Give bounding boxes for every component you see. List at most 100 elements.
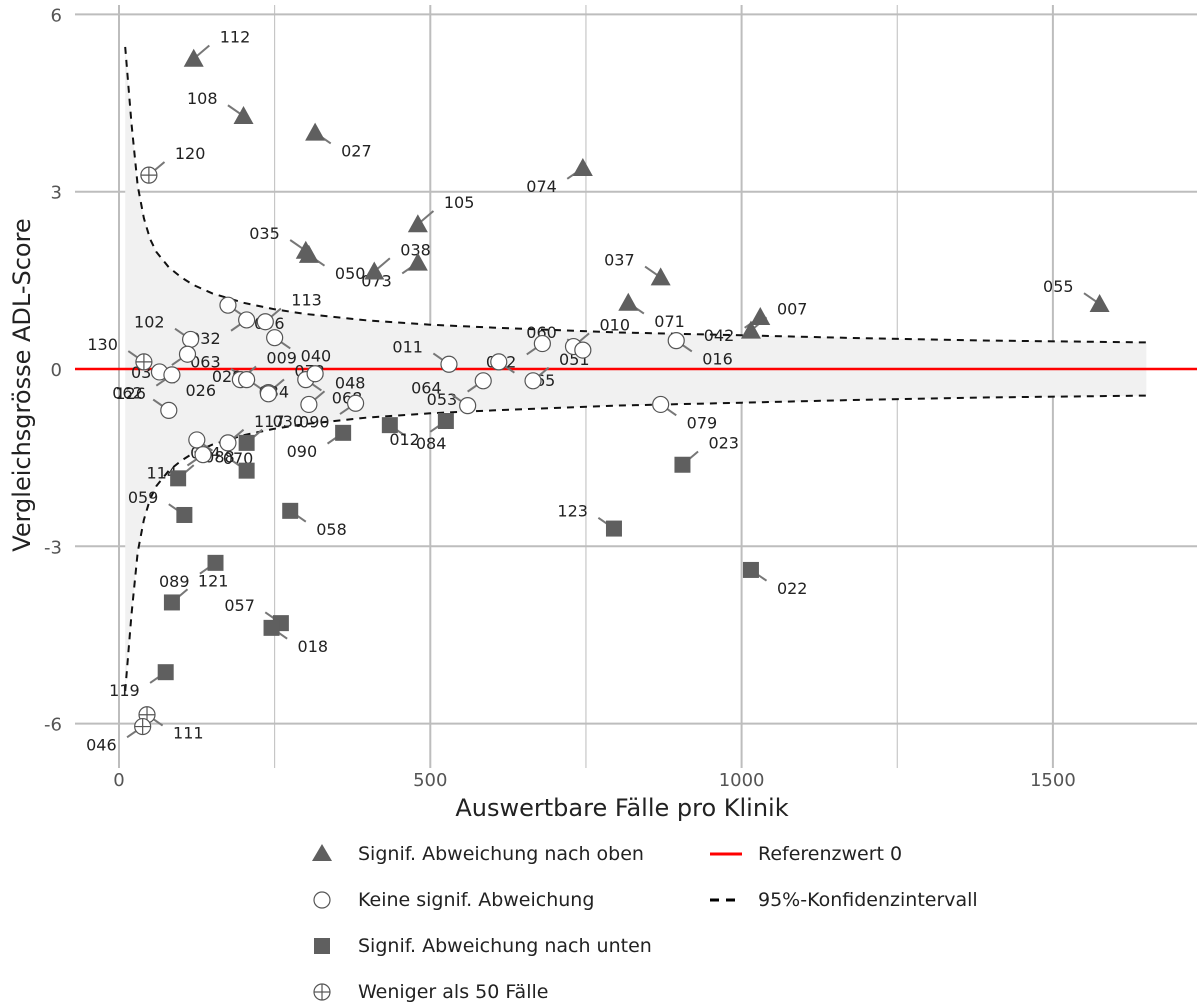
point-labels: 1121080270741050350500730380370710420070… — [86, 28, 1101, 755]
point-circle-082 — [533, 334, 551, 353]
point-label-063: 063 — [190, 353, 221, 372]
y-axis-ticks: -6 -3 0 3 6 — [44, 5, 62, 735]
point-label-022: 022 — [777, 579, 808, 598]
point-label-120: 120 — [175, 144, 206, 163]
point-label-123: 123 — [557, 502, 588, 521]
point-circle-048 — [300, 395, 318, 414]
point-triangle-038 — [364, 261, 385, 280]
point-circle-114 — [194, 446, 212, 464]
point-label-112: 112 — [220, 28, 251, 47]
point-circle-064 — [459, 397, 477, 415]
point-label-062: 062 — [112, 383, 143, 402]
point-triangle-050 — [298, 244, 319, 263]
point-label-038: 038 — [400, 240, 431, 259]
point-square-121 — [163, 594, 180, 611]
point-circle-053 — [474, 372, 492, 390]
y-tick-label: 6 — [51, 5, 62, 26]
legend-label-few: Weniger als 50 Fälle — [358, 981, 549, 1003]
point-label-121: 121 — [198, 571, 229, 590]
point-square-030 — [238, 434, 255, 451]
point-label-079: 079 — [687, 413, 718, 432]
point-circle-096 — [219, 296, 237, 314]
point-circle-063 — [238, 371, 256, 389]
point-label-126: 126 — [115, 384, 146, 403]
point-circle-126 — [163, 366, 181, 384]
point-circle-036 — [178, 345, 197, 363]
point-label-050: 050 — [335, 264, 366, 283]
ci-lower-line — [124, 394, 1147, 692]
point-circle-065 — [490, 353, 508, 371]
point-square-023 — [674, 456, 691, 473]
point-square-119 — [157, 664, 174, 681]
point-label-011: 011 — [392, 337, 423, 356]
point-triangle-055 — [1089, 293, 1110, 312]
point-label-037: 037 — [604, 250, 635, 269]
point-circle-060 — [574, 341, 592, 359]
data-points — [134, 48, 1110, 736]
point-label-117: 117 — [254, 412, 285, 431]
point-circle-051 — [524, 372, 542, 390]
point-label-114: 114 — [147, 464, 178, 483]
point-label-089: 089 — [159, 572, 190, 591]
point-triangle-112 — [183, 48, 204, 67]
point-circle-062 — [160, 401, 178, 419]
point-label-026: 026 — [185, 381, 216, 400]
point-triangle-037 — [650, 267, 671, 286]
point-label-057: 057 — [224, 596, 255, 615]
point-circle-034 — [306, 365, 324, 383]
point-square-058 — [282, 502, 299, 519]
point-label-074: 074 — [526, 177, 557, 196]
point-triangle-105 — [407, 214, 428, 233]
point-label-084: 084 — [416, 434, 447, 453]
point-circle-090 — [346, 394, 365, 412]
point-square-123 — [605, 520, 622, 537]
point-label-016: 016 — [702, 350, 733, 369]
x-axis-ticks: 0 500 1000 1500 — [113, 770, 1076, 791]
point-label-088: 088 — [204, 447, 235, 466]
ci-upper-line — [124, 46, 1147, 344]
point-label-046: 046 — [86, 736, 117, 755]
point-label-040: 040 — [301, 347, 332, 366]
point-circle-102 — [181, 330, 200, 349]
point-square-022 — [742, 561, 759, 578]
legend-label-up: Signif. Abweichung nach oben — [358, 843, 644, 865]
point-label-090b: 090 — [287, 442, 318, 461]
point-label-071: 071 — [654, 312, 685, 331]
point-label-130: 130 — [87, 335, 118, 354]
point-square-089 — [207, 554, 224, 571]
point-label-012: 012 — [389, 430, 420, 449]
open-circle-icon — [313, 891, 331, 909]
point-label-108: 108 — [187, 89, 218, 108]
legend-label-ci: 95%-Konfidenzintervall — [758, 889, 978, 911]
triangle-icon — [312, 844, 332, 861]
point-square-084 — [381, 417, 398, 434]
point-label-053: 053 — [427, 390, 458, 409]
red-line-icon — [710, 852, 742, 856]
point-label-042: 042 — [704, 326, 735, 345]
x-tick-label: 500 — [413, 770, 447, 791]
y-tick-label: 3 — [51, 183, 62, 204]
point-triangle-073 — [407, 252, 428, 271]
point-circle-016 — [667, 332, 685, 350]
point-square-018 — [263, 619, 280, 636]
point-triangle-007 — [740, 320, 761, 339]
point-label-009: 009 — [266, 349, 297, 368]
point-circle-029 — [259, 385, 278, 403]
point-label-059: 059 — [128, 488, 159, 507]
point-label-055: 055 — [1043, 277, 1074, 296]
point-label-058: 058 — [316, 520, 347, 539]
dashed-line-icon — [710, 898, 742, 902]
legend-label-down: Signif. Abweichung nach unten — [358, 935, 652, 957]
point-label-102: 102 — [134, 312, 165, 331]
x-tick-label: 1000 — [719, 770, 765, 791]
point-label-064: 064 — [411, 379, 442, 398]
x-tick-label: 0 — [113, 770, 124, 791]
y-axis-label: Vergleichsgrösse ADL-Score — [8, 218, 36, 551]
point-label-113: 113 — [291, 291, 322, 310]
point-label-030: 030 — [273, 412, 304, 431]
point-triangle-071 — [618, 292, 639, 311]
point-label-090: 090 — [299, 412, 330, 431]
point-square-012 — [437, 413, 454, 430]
point-circle-032 — [238, 311, 256, 329]
